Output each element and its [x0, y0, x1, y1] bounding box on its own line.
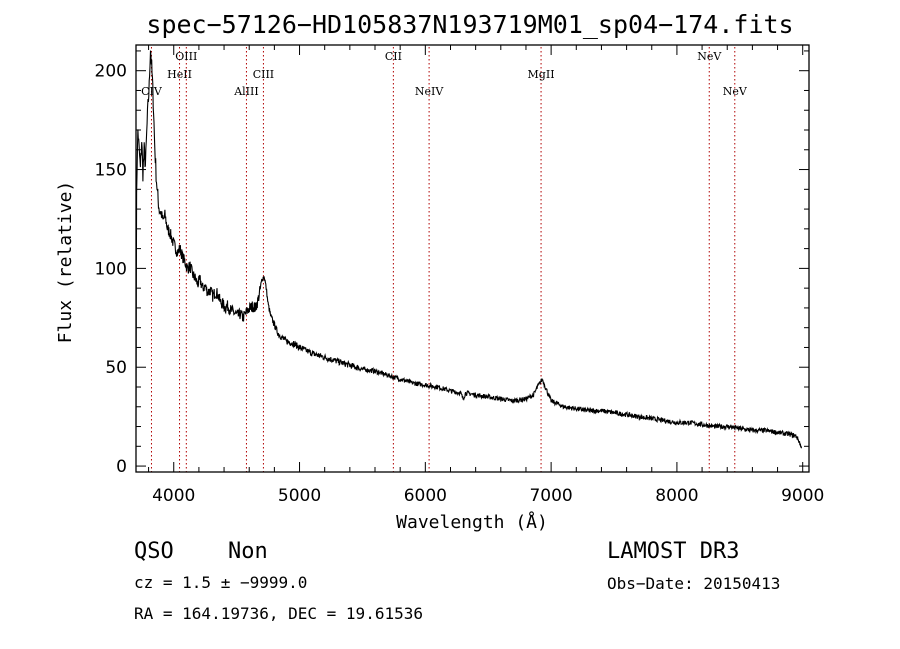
- emission-lines: CIV HeII OIII AlIII CIII CII NeIV MgII NeV NeV: [141, 47, 748, 472]
- y-axis-label: Flux (relative): [55, 181, 76, 344]
- object-class: QSO: [134, 539, 174, 564]
- observation-date: Obs−Date: 20150413: [607, 574, 780, 593]
- x-tick-label: 5000: [278, 486, 321, 506]
- survey-name: LAMOST DR3: [607, 539, 739, 564]
- emission-line-label: CIII: [253, 68, 274, 81]
- emission-line-label: NeIV: [415, 85, 444, 98]
- y-tick-label: 50: [105, 358, 127, 378]
- emission-line-label: AlIII: [233, 85, 259, 98]
- x-tick-label: 9000: [781, 486, 824, 506]
- emission-line-label: NeV: [723, 85, 748, 98]
- axis-ticks: 4000 5000 6000 7000 8000 9000 0 50 100 150 200: [95, 45, 824, 506]
- y-tick-label: 100: [95, 259, 127, 279]
- x-tick-label: 7000: [529, 486, 572, 506]
- y-tick-label: 0: [116, 457, 127, 477]
- x-tick-label: 8000: [655, 486, 698, 506]
- emission-line-label: HeII: [167, 68, 192, 81]
- emission-line-label: NeV: [697, 50, 722, 63]
- object-subclass: Non: [228, 539, 268, 564]
- y-tick-label: 150: [95, 161, 127, 181]
- spectrum-line: [135, 50, 803, 449]
- emission-line-label: MgII: [528, 68, 555, 81]
- y-tick-label: 200: [95, 62, 127, 82]
- emission-line-label: OIII: [175, 50, 197, 63]
- x-axis-label: Wavelength (Å): [396, 511, 548, 533]
- redshift-text: cz = 1.5 ± −9999.0: [134, 573, 307, 592]
- emission-line-label: CIV: [141, 85, 163, 98]
- plot-frame: [135, 44, 810, 473]
- x-tick-label: 4000: [152, 486, 195, 506]
- coordinates-text: RA = 164.19736, DEC = 19.61536: [134, 604, 423, 623]
- emission-line-label: CII: [385, 50, 402, 63]
- chart-title: spec−57126−HD105837N193719M01_sp04−174.f…: [146, 10, 793, 39]
- x-tick-label: 6000: [404, 486, 447, 506]
